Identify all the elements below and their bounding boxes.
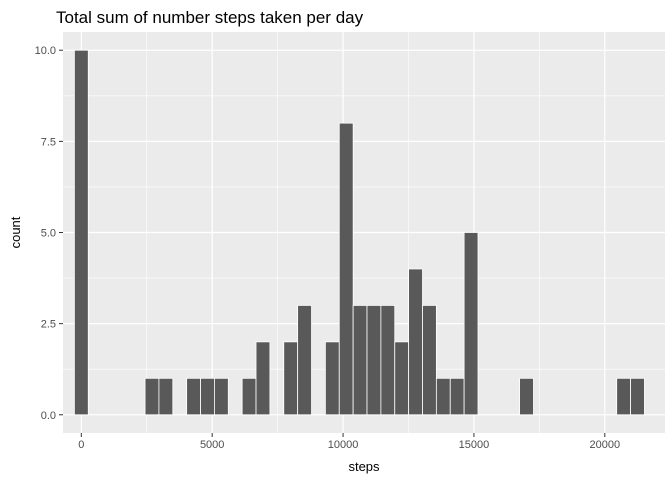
histogram-bar (463, 232, 479, 416)
x-tick-label: 20000 (590, 439, 621, 451)
histogram-bar (297, 305, 312, 416)
histogram-bar (338, 122, 354, 416)
histogram-bar (324, 341, 340, 416)
y-tick-label: 0.0 (41, 410, 56, 422)
histogram-bar (449, 377, 465, 416)
histogram-bar (158, 377, 174, 416)
x-tick-label: 15000 (459, 439, 490, 451)
histogram-bar (422, 305, 437, 416)
y-tick-label: 5.0 (41, 228, 56, 240)
histogram-bar (241, 377, 257, 416)
histogram-bar (255, 341, 271, 416)
histogram-bars (73, 49, 645, 416)
histogram-bar (394, 341, 410, 416)
x-tick-label: 10000 (328, 439, 359, 451)
histogram-bar (283, 341, 299, 416)
histogram-bar (214, 377, 229, 416)
histogram-bar (186, 377, 201, 416)
histogram-bar (380, 305, 396, 416)
histogram-bar (144, 377, 160, 416)
y-tick-label: 10.0 (35, 45, 56, 57)
y-axis-title: count (8, 216, 23, 248)
histogram-bar (519, 377, 534, 416)
histogram-bar (408, 268, 423, 416)
x-axis-title: steps (348, 459, 380, 474)
y-tick-label: 7.5 (41, 136, 56, 148)
histogram-bar (366, 305, 382, 416)
y-axis: 0.0 2.5 5.0 7.5 10.0 (35, 45, 63, 422)
histogram-bar (73, 49, 89, 416)
histogram-bar (435, 377, 451, 416)
x-tick-label: 0 (78, 439, 84, 451)
x-axis: 0 5000 10000 15000 20000 (78, 433, 620, 451)
histogram-bar (630, 377, 645, 416)
histogram-bar (200, 377, 215, 416)
chart-title: Total sum of number steps taken per day (56, 8, 364, 27)
histogram-bar (616, 377, 631, 416)
y-tick-label: 2.5 (41, 319, 56, 331)
histogram-bar (352, 305, 368, 416)
x-tick-label: 5000 (200, 439, 224, 451)
